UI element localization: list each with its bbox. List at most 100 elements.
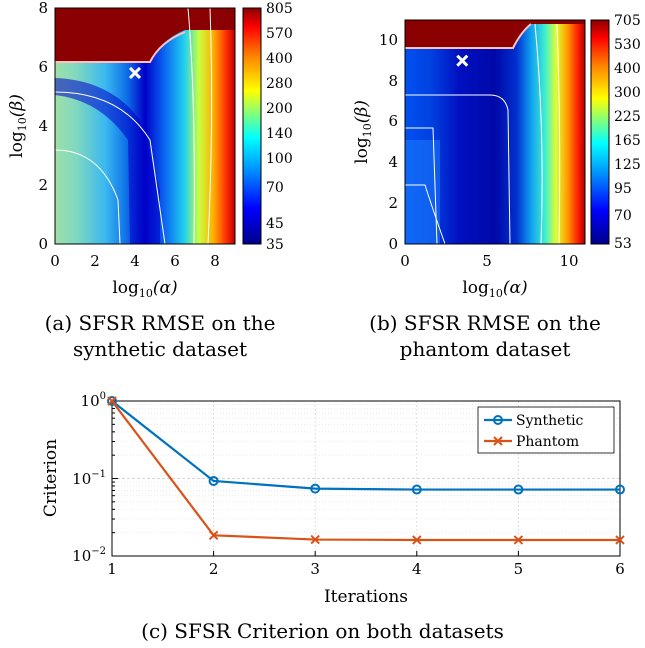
y-tick-label: 10 xyxy=(379,31,398,49)
plot-frame xyxy=(404,19,586,245)
y-tick-exp: −2 xyxy=(91,546,106,557)
contour-line xyxy=(405,127,438,244)
colorbar-tick-label: 125 xyxy=(614,157,641,173)
y-tick-label: 0 xyxy=(38,235,48,253)
y-tick-label: 0 xyxy=(388,235,398,253)
y-axis-label-base: log xyxy=(7,131,27,158)
y-axis-label-sub: 10 xyxy=(16,117,29,131)
x-axis-label: log10(α) xyxy=(462,278,527,300)
series-line-phantom xyxy=(111,400,620,542)
y-axis-label-arg: (β) xyxy=(7,94,27,117)
colorbar-tick-label: 570 xyxy=(266,26,293,42)
y-tick-labels: 0 2 4 6 8 10 xyxy=(379,31,398,253)
caption-a: (a) SFSR RMSE on the synthetic dataset xyxy=(0,310,320,362)
colorbar-tick-label: 165 xyxy=(614,133,641,149)
y-tick-label: 8 xyxy=(388,72,398,90)
caption-c: (c) SFSR Criterion on both datasets xyxy=(141,619,504,643)
colorbar-tick-label: 35 xyxy=(266,237,284,253)
x-tick-label: 0 xyxy=(50,252,60,270)
contour-line xyxy=(534,23,543,244)
y-tick-label: 10−1 xyxy=(72,469,106,488)
caption-b-line2: phantom dataset xyxy=(399,337,571,361)
legend-box xyxy=(477,406,615,454)
colorbar-tick-label: 100 xyxy=(266,151,293,167)
colorbar-tick-label: 70 xyxy=(266,180,284,196)
data-point-phantom xyxy=(412,535,422,545)
x-axis-label-base: log xyxy=(462,278,489,298)
colorbar-tick-label: 53 xyxy=(614,236,632,252)
data-point-stroke xyxy=(412,535,422,545)
optimum-marker xyxy=(128,66,142,79)
colorbar-tick-label: 140 xyxy=(266,126,293,142)
legend: Synthetic Phantom xyxy=(477,406,615,454)
colorbar-tick-label: 95 xyxy=(614,181,632,197)
x-tick-label: 4 xyxy=(412,560,422,578)
x-tick-label: 1 xyxy=(107,560,117,578)
heatmap-panel-b: 0 5 10 0 2 4 6 8 10 log10(α) log10(β) 70… xyxy=(352,13,641,300)
data-point-stroke xyxy=(513,535,524,545)
y-tick-label: 6 xyxy=(388,112,398,130)
x-tick-labels: 0 5 10 xyxy=(400,252,578,270)
data-point-phantom xyxy=(513,535,524,545)
y-axis-label-arg: (β) xyxy=(352,100,372,123)
colorbar-tick-label: 200 xyxy=(266,101,293,117)
caption-b-line1: (b) SFSR RMSE on the xyxy=(369,311,601,335)
data-point-phantom xyxy=(615,535,625,545)
contour-line xyxy=(55,91,166,244)
colorbar-tick-label: 805 xyxy=(266,1,293,17)
x-tick-label: 5 xyxy=(482,252,492,270)
contour-line xyxy=(556,23,561,244)
y-tick-label: 100 xyxy=(81,391,106,410)
colorbar-tick-label: 70 xyxy=(614,208,632,224)
saturated-region xyxy=(55,8,235,62)
x-axis-label-sub: 10 xyxy=(489,287,503,300)
x-tick-label: 6 xyxy=(615,560,625,578)
legend-marker-phantom xyxy=(493,436,503,446)
plot-frame xyxy=(54,7,236,245)
y-tick-label: 4 xyxy=(38,117,48,135)
colorbar xyxy=(242,7,262,245)
contour-line xyxy=(405,23,532,49)
y-tick-base: 10 xyxy=(72,470,91,488)
colorbar-tick-label: 300 xyxy=(614,85,641,101)
data-point-stroke xyxy=(615,535,625,545)
x-tick-label: 10 xyxy=(559,252,578,270)
x-tick-label: 4 xyxy=(130,252,140,270)
y-tick-labels: 0 2 4 6 8 xyxy=(38,0,48,253)
contour-line xyxy=(405,184,446,244)
contour-line xyxy=(405,94,511,244)
y-axis-label: Criterion xyxy=(41,439,61,517)
y-tick-base: 10 xyxy=(72,547,91,565)
y-tick-label: 2 xyxy=(38,176,48,194)
y-axis-label: log10(β) xyxy=(352,100,374,164)
legend-label-synthetic: Synthetic xyxy=(516,413,584,429)
y-tick-label: 10−2 xyxy=(72,546,106,565)
x-tick-label: 2 xyxy=(209,560,219,578)
data-point-stroke xyxy=(107,396,117,406)
y-axis-label-sub: 10 xyxy=(361,123,374,137)
heatmap-panel-a: 0 2 4 6 8 0 2 4 6 8 log10(α) log10(β) 80… xyxy=(7,0,293,300)
legend-label-phantom: Phantom xyxy=(516,434,579,450)
data-point-synthetic xyxy=(615,484,625,495)
x-tick-labels: 1 2 3 4 5 6 xyxy=(107,560,625,578)
y-tick-label: 4 xyxy=(388,153,398,171)
x-axis-label-arg: (α) xyxy=(153,278,178,298)
y-axis-label-base: log xyxy=(352,137,372,164)
x-tick-labels: 0 2 4 6 8 xyxy=(50,252,220,270)
data-point-phantom xyxy=(208,530,219,541)
contour-line xyxy=(187,8,195,244)
series-layer xyxy=(107,396,625,545)
caption-a-line1: (a) SFSR RMSE on the xyxy=(44,311,276,335)
data-point-synthetic xyxy=(513,484,524,495)
colorbar-tick-label: 400 xyxy=(266,51,293,67)
x-tick-label: 3 xyxy=(310,560,320,578)
colorbar-tick-label: 705 xyxy=(614,13,641,29)
data-point-stroke xyxy=(310,534,320,545)
x-axis-label: log10(α) xyxy=(112,278,177,300)
series-line-synthetic xyxy=(111,400,620,491)
x-axis-label-sub: 10 xyxy=(139,287,153,300)
band-region xyxy=(405,140,440,244)
y-tick-base: 10 xyxy=(81,392,100,410)
contour-line xyxy=(55,149,121,244)
caption-b: (b) SFSR RMSE on the phantom dataset xyxy=(325,310,645,362)
